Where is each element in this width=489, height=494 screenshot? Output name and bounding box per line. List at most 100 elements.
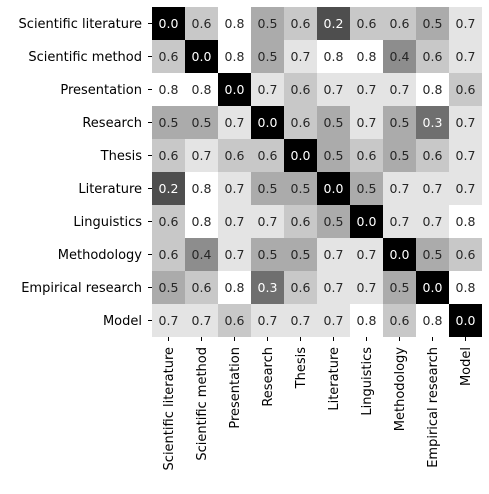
heatmap-cell (218, 106, 251, 139)
heatmap-cell (185, 7, 218, 40)
cell-value-label: 0.5 (324, 148, 344, 163)
cell-value-label: 0.5 (258, 247, 278, 262)
heatmap-cell (416, 73, 449, 106)
column-label: Research (261, 347, 276, 407)
cell-value-label: 0.2 (159, 181, 179, 196)
heatmap-cell (284, 271, 317, 304)
cell-value-label: 0.8 (423, 82, 443, 97)
heatmap-cell (251, 106, 284, 139)
heatmap-cell (350, 238, 383, 271)
cell-value-label: 0.6 (159, 247, 179, 262)
heatmap-cell (317, 139, 350, 172)
heatmap-cell (218, 172, 251, 205)
cell-value-label: 0.6 (456, 247, 476, 262)
cell-value-label: 0.6 (225, 148, 245, 163)
cell-value-label: 0.7 (357, 247, 377, 262)
heatmap-cell (185, 106, 218, 139)
cell-value-label: 0.7 (324, 280, 344, 295)
cell-value-label: 0.7 (225, 115, 245, 130)
cell-value-label: 0.0 (456, 313, 476, 328)
heatmap-cell (284, 304, 317, 337)
heatmap-cell (449, 106, 482, 139)
row-label: Scientific literature (19, 17, 142, 32)
heatmap-cell (218, 73, 251, 106)
cell-value-label: 0.8 (192, 214, 212, 229)
cell-value-label: 0.6 (159, 214, 179, 229)
column-label: Scientific method (195, 347, 210, 461)
cell-value-label: 0.7 (357, 115, 377, 130)
row-label: Model (103, 314, 142, 329)
heatmap-cell (284, 106, 317, 139)
cell-value-label: 0.7 (390, 181, 410, 196)
heatmap-cell (284, 238, 317, 271)
cell-value-label: 0.8 (357, 49, 377, 64)
cell-value-label: 0.0 (258, 115, 278, 130)
cell-value-label: 0.6 (291, 214, 311, 229)
heatmap-cell (284, 7, 317, 40)
cell-value-label: 0.6 (390, 16, 410, 31)
cell-value-label: 0.5 (192, 115, 212, 130)
heatmap-cell (416, 7, 449, 40)
row-label: Literature (78, 182, 142, 197)
cell-value-label: 0.6 (159, 49, 179, 64)
row-label: Methodology (58, 248, 143, 263)
heatmap-cell (218, 304, 251, 337)
cell-value-label: 0.7 (456, 115, 476, 130)
heatmap-cell (218, 139, 251, 172)
cell-value-label: 0.7 (258, 313, 278, 328)
row-label: Presentation (60, 83, 142, 98)
heatmap-cell (251, 139, 284, 172)
cell-value-label: 0.0 (357, 214, 377, 229)
heatmap-cell (416, 40, 449, 73)
heatmap-cell (251, 7, 284, 40)
cell-value-label: 0.5 (357, 181, 377, 196)
cell-value-label: 0.5 (291, 247, 311, 262)
heatmap-cell (383, 139, 416, 172)
cell-value-label: 0.6 (423, 49, 443, 64)
cell-value-label: 0.7 (456, 148, 476, 163)
cell-value-label: 0.7 (456, 16, 476, 31)
heatmap-cell (251, 238, 284, 271)
cell-value-label: 0.5 (258, 16, 278, 31)
heatmap-cell (152, 106, 185, 139)
cell-value-label: 0.5 (390, 148, 410, 163)
heatmap-cell (350, 172, 383, 205)
cell-value-label: 0.5 (390, 280, 410, 295)
row-label: Linguistics (73, 215, 142, 230)
heatmap-cell (185, 40, 218, 73)
heatmap-cell (383, 7, 416, 40)
column-label: Scientific literature (162, 347, 177, 470)
heatmap-cell (416, 139, 449, 172)
cell-value-label: 0.7 (159, 313, 179, 328)
row-label: Research (82, 116, 142, 131)
heatmap-cell (185, 238, 218, 271)
cell-value-label: 0.6 (423, 148, 443, 163)
cell-value-label: 0.6 (291, 16, 311, 31)
cell-value-label: 0.6 (390, 313, 410, 328)
cell-value-label: 0.5 (159, 115, 179, 130)
heatmap-cell (152, 139, 185, 172)
heatmap-cell (350, 73, 383, 106)
heatmap-cell (350, 139, 383, 172)
heatmap-cell (317, 7, 350, 40)
heatmap-cell (152, 40, 185, 73)
cell-value-label: 0.0 (192, 49, 212, 64)
heatmap-cell (383, 271, 416, 304)
heatmap-cell (383, 304, 416, 337)
heatmap-cell (152, 304, 185, 337)
cell-value-label: 0.7 (225, 214, 245, 229)
cell-value-label: 0.5 (324, 115, 344, 130)
cell-value-label: 0.2 (324, 16, 344, 31)
heatmap-cell (416, 106, 449, 139)
cell-value-label: 0.7 (192, 313, 212, 328)
heatmap-cell (350, 40, 383, 73)
cell-value-label: 0.8 (225, 49, 245, 64)
cell-value-label: 0.6 (192, 280, 212, 295)
cell-value-label: 0.6 (291, 82, 311, 97)
heatmap-cell (383, 238, 416, 271)
cell-value-label: 0.0 (390, 247, 410, 262)
cell-value-label: 0.7 (258, 82, 278, 97)
heatmap-cell (383, 106, 416, 139)
